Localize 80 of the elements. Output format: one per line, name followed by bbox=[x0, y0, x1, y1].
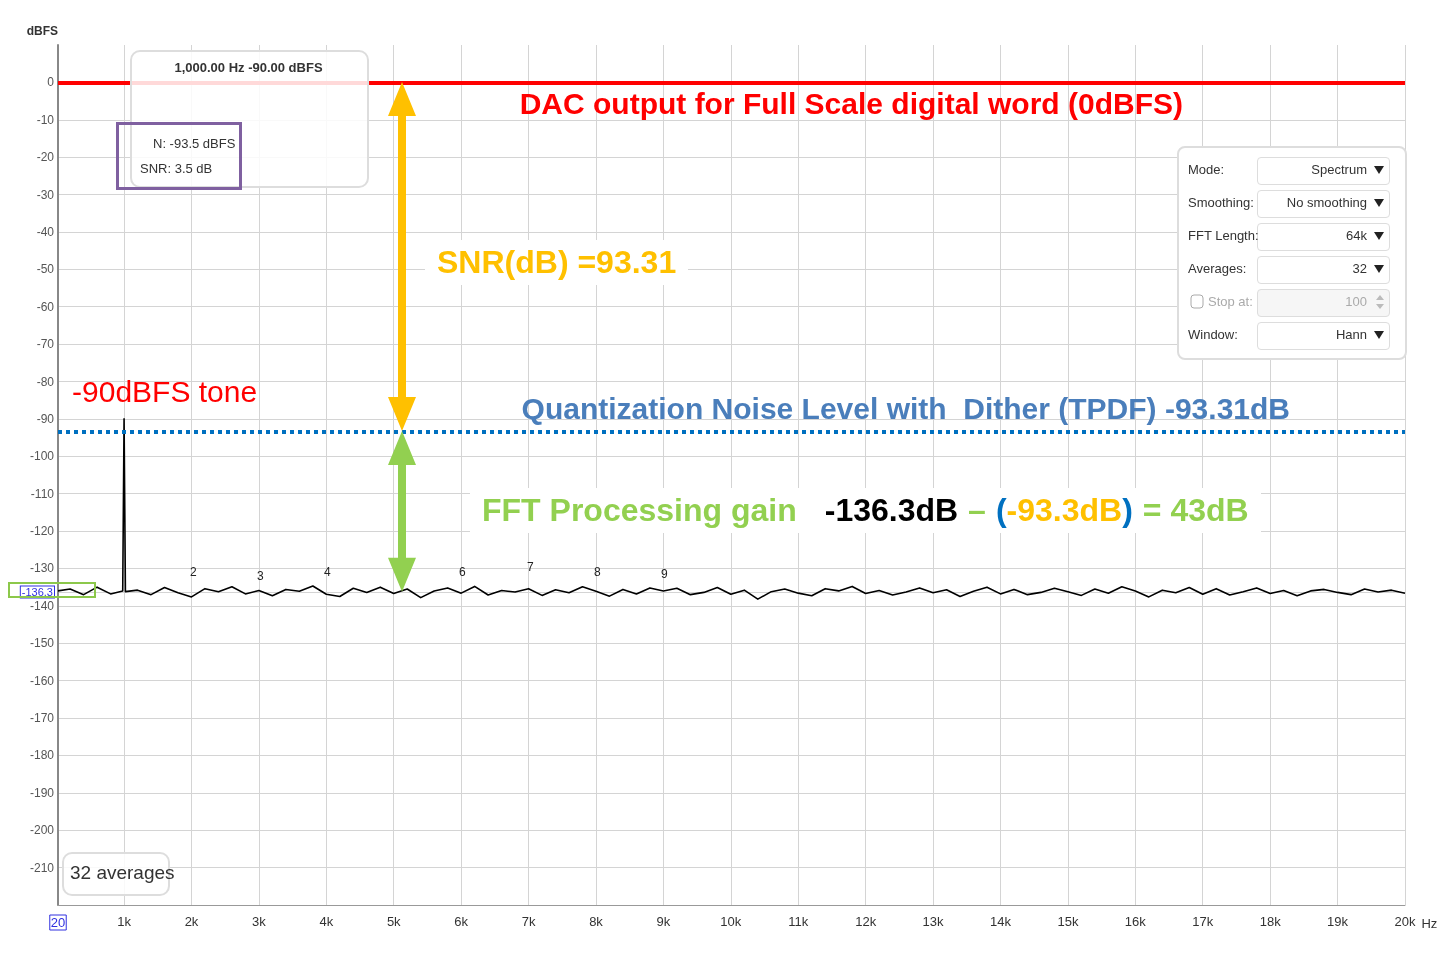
annotation: 6 bbox=[459, 565, 466, 579]
x-tick-label: 7k bbox=[521, 914, 536, 929]
annotation: Mode: bbox=[1188, 162, 1225, 177]
annotation: FFT Processing gain bbox=[482, 492, 797, 528]
x-axis-title: Hz bbox=[1421, 916, 1438, 931]
annotation: 100 bbox=[1344, 294, 1367, 309]
annotation: Hann bbox=[1334, 327, 1367, 342]
annotation: -90dBFS tone bbox=[72, 374, 258, 409]
annotation: ( bbox=[995, 492, 1007, 528]
x-tick-label: 19k bbox=[1327, 914, 1349, 929]
annotation: 3 bbox=[257, 569, 264, 583]
y-tick-label: -140 bbox=[29, 598, 55, 613]
x-tick-label: 5k bbox=[386, 914, 402, 929]
y-tick-label: -180 bbox=[29, 748, 55, 763]
x-tick-label: 13k bbox=[922, 914, 945, 929]
x-tick-label: 8k bbox=[589, 914, 604, 929]
annotation: No smoothing bbox=[1285, 195, 1367, 210]
annotation: SNR(dB) =93.31 bbox=[425, 240, 689, 285]
y-tick-label: -30 bbox=[36, 187, 55, 202]
x-tick-label: 14k bbox=[990, 914, 1012, 929]
x-tick-label: 20k bbox=[1394, 914, 1416, 929]
annotation: 7 bbox=[527, 560, 534, 574]
y-tick-label: -150 bbox=[29, 636, 55, 651]
ref-line-label: Quantization Noise Level with Dither (TPDF) -93.31dB bbox=[521, 391, 1290, 425]
x-tick-label: 12k bbox=[855, 914, 877, 929]
annotation: 4 bbox=[324, 565, 331, 579]
annotation: N: -93.5 dBFS bbox=[153, 136, 236, 151]
y-tick-label: -110 bbox=[30, 486, 55, 501]
annotation: Window: bbox=[1188, 327, 1238, 342]
annotation: -136.3dB bbox=[824, 492, 959, 528]
annotation: SNR: 3.5 dB bbox=[140, 161, 213, 176]
annotation: 32 averages bbox=[70, 862, 175, 884]
x-tick-label: 10k bbox=[720, 914, 742, 929]
y-tick-label: 0 bbox=[47, 75, 55, 90]
x-tick-label: 17k bbox=[1192, 914, 1214, 929]
annotation: 9 bbox=[661, 567, 668, 581]
annotation: 64k bbox=[1345, 228, 1367, 243]
x-tick-label: 15k bbox=[1057, 914, 1079, 929]
y-tick-label: -120 bbox=[29, 524, 55, 539]
annotation: Averages: bbox=[1188, 261, 1247, 276]
y-tick-label: -100 bbox=[29, 449, 55, 464]
x-tick-label: 18k bbox=[1259, 914, 1282, 929]
annotation: -93.3dB bbox=[1006, 492, 1123, 528]
y-tick-label: -210 bbox=[29, 860, 55, 875]
y-tick-label: -10 bbox=[36, 112, 55, 127]
y-tick-label: -190 bbox=[29, 785, 55, 800]
x-tick-label: 2k bbox=[184, 914, 199, 929]
y-tick-label: -90 bbox=[36, 411, 55, 426]
annotation: = 43dB bbox=[1142, 492, 1249, 528]
y-tick-label: -20 bbox=[36, 150, 55, 165]
y-tick-label: -200 bbox=[29, 823, 55, 838]
annotation: Smoothing: bbox=[1188, 195, 1254, 210]
annotation: 2 bbox=[190, 565, 197, 579]
x-tick-label: 16k bbox=[1124, 914, 1147, 929]
y-tick-label: -40 bbox=[36, 224, 55, 239]
x-tick-label: 4k bbox=[319, 914, 334, 929]
ref-line-label: DAC output for Full Scale digital word (0dBFS) bbox=[519, 86, 1183, 120]
x-tick-label: 9k bbox=[656, 914, 671, 929]
annotation: ) bbox=[1122, 492, 1133, 528]
y-tick-label: -130 bbox=[29, 561, 55, 576]
x-tick-label: 6k bbox=[454, 914, 469, 929]
x-tick-label: 1k bbox=[117, 914, 132, 929]
annotation: Spectrum bbox=[1310, 162, 1367, 177]
y-axis-title: dBFS bbox=[26, 24, 58, 38]
x-tick-label: 11k bbox=[788, 914, 809, 929]
annotation: Stop at: bbox=[1208, 294, 1253, 309]
annotation: FFT Length: bbox=[1188, 228, 1259, 243]
annotation: 1,000.00 Hz -90.00 dBFS bbox=[173, 60, 324, 75]
x-tick-label: 20 bbox=[50, 915, 66, 930]
annotation: 8 bbox=[594, 565, 601, 579]
x-tick-label: 3k bbox=[252, 914, 267, 929]
y-tick-label: -136.3 bbox=[21, 586, 53, 599]
y-tick-label: -170 bbox=[29, 711, 55, 726]
annotation: 32 bbox=[1351, 261, 1367, 276]
y-tick-label: -50 bbox=[36, 262, 55, 277]
y-tick-label: -60 bbox=[36, 299, 55, 314]
annotation: – bbox=[968, 492, 986, 528]
y-tick-label: -70 bbox=[36, 337, 55, 352]
y-tick-label: -160 bbox=[29, 673, 55, 688]
y-tick-label: -80 bbox=[36, 374, 55, 389]
